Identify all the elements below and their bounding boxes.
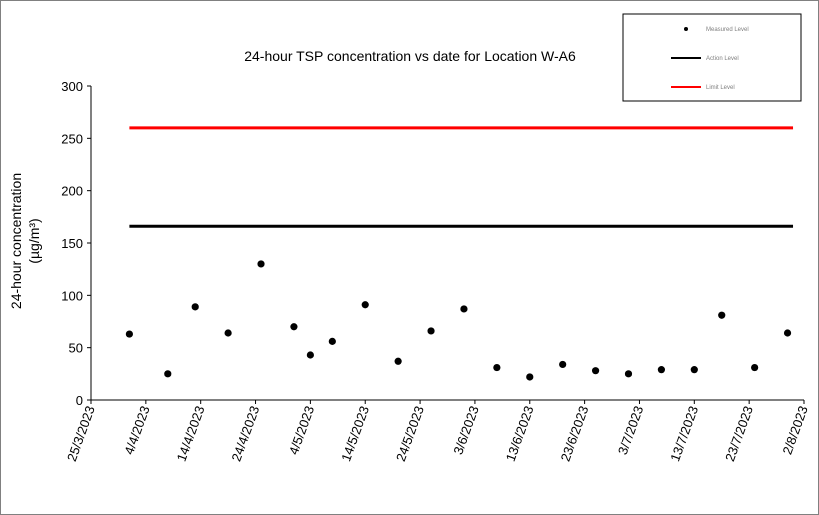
data-point: [224, 329, 232, 337]
legend-box: [622, 13, 802, 102]
data-point: [559, 360, 567, 369]
data-point: [657, 366, 666, 374]
data-point: [306, 351, 314, 359]
x-tick-label: 24/5/2023: [393, 404, 427, 463]
data-point: [328, 337, 336, 345]
data-point: [164, 370, 172, 378]
x-tick-label: 4/4/2023: [121, 404, 152, 457]
x-tick-label: 3/7/2023: [615, 404, 646, 457]
legend: Measured Level Action Level Limit Level: [622, 13, 802, 102]
data-point: [394, 357, 402, 365]
data-point: [191, 303, 199, 311]
x-tick-label: 4/5/2023: [286, 404, 317, 457]
data-point: [718, 311, 726, 319]
legend-label-action-level: Action Level: [706, 56, 739, 62]
data-point: [290, 323, 298, 331]
data-point: [783, 329, 792, 337]
x-tick-label: 23/6/2023: [558, 404, 592, 463]
legend-label-measured-level: Measured Level: [706, 27, 749, 33]
x-tick-label: 23/7/2023: [722, 404, 756, 463]
x-ticks: 25/3/2023 4/4/2023 14/4/2023 24/4/2023 4/5/2…: [64, 400, 811, 463]
x-tick-label: 14/4/2023: [174, 404, 208, 463]
x-tick-label: 14/5/2023: [338, 404, 372, 463]
x-tick-label: 2/8/2023: [779, 404, 810, 457]
x-tick-label: 3/6/2023: [450, 404, 481, 457]
x-tick-label: 25/3/2023: [64, 404, 98, 463]
data-point: [591, 367, 600, 375]
y-axis-label-line2: (µg/m³): [26, 218, 42, 263]
data-point: [460, 305, 468, 313]
x-tick-label: 24/4/2023: [228, 404, 262, 463]
y-tick-label: 100: [61, 288, 83, 303]
y-tick-label: 250: [61, 131, 83, 146]
data-point: [361, 301, 369, 309]
x-tick-label: 13/6/2023: [503, 404, 537, 463]
data-point: [624, 370, 633, 378]
data-point: [125, 330, 133, 338]
data-point: [751, 363, 759, 372]
y-tick-label: 0: [76, 393, 83, 408]
y-tick-label: 50: [69, 341, 83, 356]
y-tick-label: 200: [61, 184, 83, 199]
y-axis-label-line1: 24-hour concentration: [8, 173, 24, 309]
y-tick-label: 300: [61, 79, 83, 94]
x-tick-label: 13/7/2023: [667, 404, 701, 463]
series-layer: [125, 126, 794, 381]
data-point: [493, 363, 501, 372]
data-point: [257, 260, 265, 268]
y-ticks: 0 50 100 150 200 250 300: [61, 79, 91, 408]
data-point: [427, 327, 435, 335]
legend-label-limit-level: Limit Level: [706, 85, 735, 91]
data-point: [526, 373, 534, 381]
data-point: [690, 366, 698, 374]
chart-title: 24-hour TSP concentration vs date for Lo…: [244, 48, 576, 64]
y-tick-label: 150: [61, 236, 83, 251]
axes: [90, 86, 804, 401]
legend-marker-measured-level: [684, 27, 688, 31]
y-axis-label: 24-hour concentration (µg/m³): [8, 173, 42, 309]
